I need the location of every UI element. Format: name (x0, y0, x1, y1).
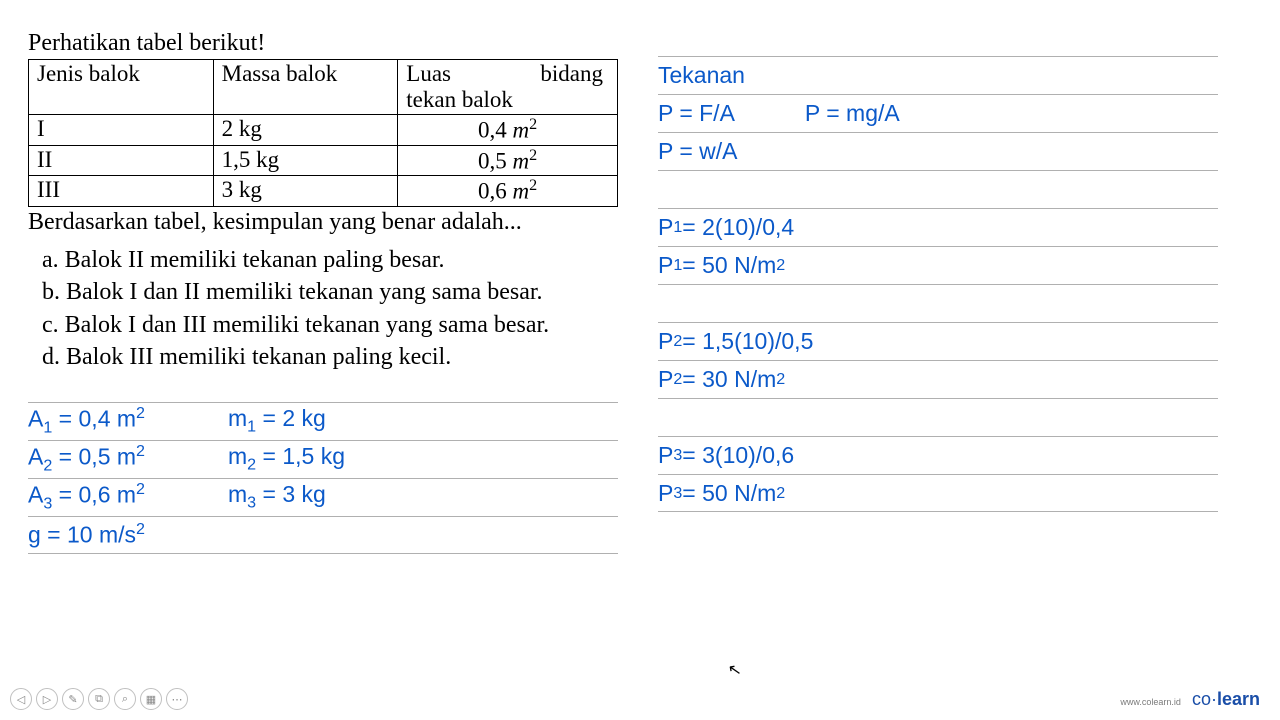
brand-url: www.colearn.id (1120, 697, 1181, 707)
table-row: II 1,5 kg 0,5 m2 (29, 145, 618, 176)
intro-text: Perhatikan tabel berikut! (28, 30, 618, 57)
cursor-icon: ↖ (726, 659, 743, 681)
formula-row: P = F/A P = mg/A (658, 94, 1218, 132)
brand-co: co· (1192, 689, 1217, 709)
more-icon[interactable]: ⋯ (166, 688, 188, 710)
brand-learn: learn (1217, 689, 1260, 709)
calc-row: P2 = 30 N/m2 (658, 360, 1218, 398)
th-luas-word1: Luas (406, 61, 451, 87)
th-luas-word2: bidang (540, 61, 603, 87)
th-luas: Luas bidang tekan balok (398, 60, 618, 115)
blank-row (658, 170, 1218, 208)
zoom-icon[interactable]: ⌕ (114, 688, 136, 710)
given-row: A3 = 0,6 m2 m3 = 3 kg (28, 478, 618, 516)
cell-massa: 3 kg (213, 176, 398, 207)
options-list: a. Balok II memiliki tekanan paling besa… (28, 244, 618, 374)
th-massa: Massa balok (213, 60, 398, 115)
formula-row: P = w/A (658, 132, 1218, 170)
calc-row: P2 = 1,5(10)/0,5 (658, 322, 1218, 360)
given-row: A2 = 0,5 m2 m2 = 1,5 kg (28, 440, 618, 478)
blank-row (658, 398, 1218, 436)
cell-massa: 2 kg (213, 115, 398, 146)
cell-luas: 0,4 m2 (398, 115, 618, 146)
cell-jenis: I (29, 115, 214, 146)
calc-row: P3 = 3(10)/0,6 (658, 436, 1218, 474)
th-luas-line2: tekan balok (406, 87, 609, 113)
cell-luas: 0,5 m2 (398, 145, 618, 176)
option-d: d. Balok III memiliki tekanan paling kec… (42, 341, 618, 373)
given-row: A1 = 0,4 m2 m1 = 2 kg (28, 402, 618, 440)
calc-row: P1 = 2(10)/0,4 (658, 208, 1218, 246)
calc-row: P3 = 50 N/m2 (658, 474, 1218, 512)
cell-jenis: III (29, 176, 214, 207)
play-icon[interactable]: ▦ (140, 688, 162, 710)
formula-mga: P = mg/A (805, 100, 900, 127)
cell-massa: 1,5 kg (213, 145, 398, 176)
table-row: III 3 kg 0,6 m2 (29, 176, 618, 207)
blank-row (658, 284, 1218, 322)
table-row: I 2 kg 0,4 m2 (29, 115, 618, 146)
conclusion-text: Berdasarkan tabel, kesimpulan yang benar… (28, 209, 618, 236)
next-icon[interactable]: ▷ (36, 688, 58, 710)
cell-luas: 0,6 m2 (398, 176, 618, 207)
given-row: g = 10 m/s2 (28, 516, 618, 554)
copy-icon[interactable]: ⧉ (88, 688, 110, 710)
brand-logo: www.colearn.id co·learn (1120, 689, 1260, 710)
cell-jenis: II (29, 145, 214, 176)
formula-fa: P = F/A (658, 100, 735, 127)
data-table: Jenis balok Massa balok Luas bidang teka… (28, 59, 618, 207)
solution-panel: Tekanan P = F/A P = mg/A P = w/A P1 = 2(… (658, 30, 1218, 554)
calc-row: P1 = 50 N/m2 (658, 246, 1218, 284)
solution-title: Tekanan (658, 56, 1218, 94)
given-values: A1 = 0,4 m2 m1 = 2 kg A2 = 0,5 m2 m2 = 1… (28, 402, 618, 554)
edit-icon[interactable]: ✎ (62, 688, 84, 710)
option-a: a. Balok II memiliki tekanan paling besa… (42, 244, 618, 276)
player-controls: ◁ ▷ ✎ ⧉ ⌕ ▦ ⋯ (10, 688, 188, 710)
option-c: c. Balok I dan III memiliki tekanan yang… (42, 309, 618, 341)
option-b: b. Balok I dan II memiliki tekanan yang … (42, 276, 618, 308)
th-jenis: Jenis balok (29, 60, 214, 115)
prev-icon[interactable]: ◁ (10, 688, 32, 710)
